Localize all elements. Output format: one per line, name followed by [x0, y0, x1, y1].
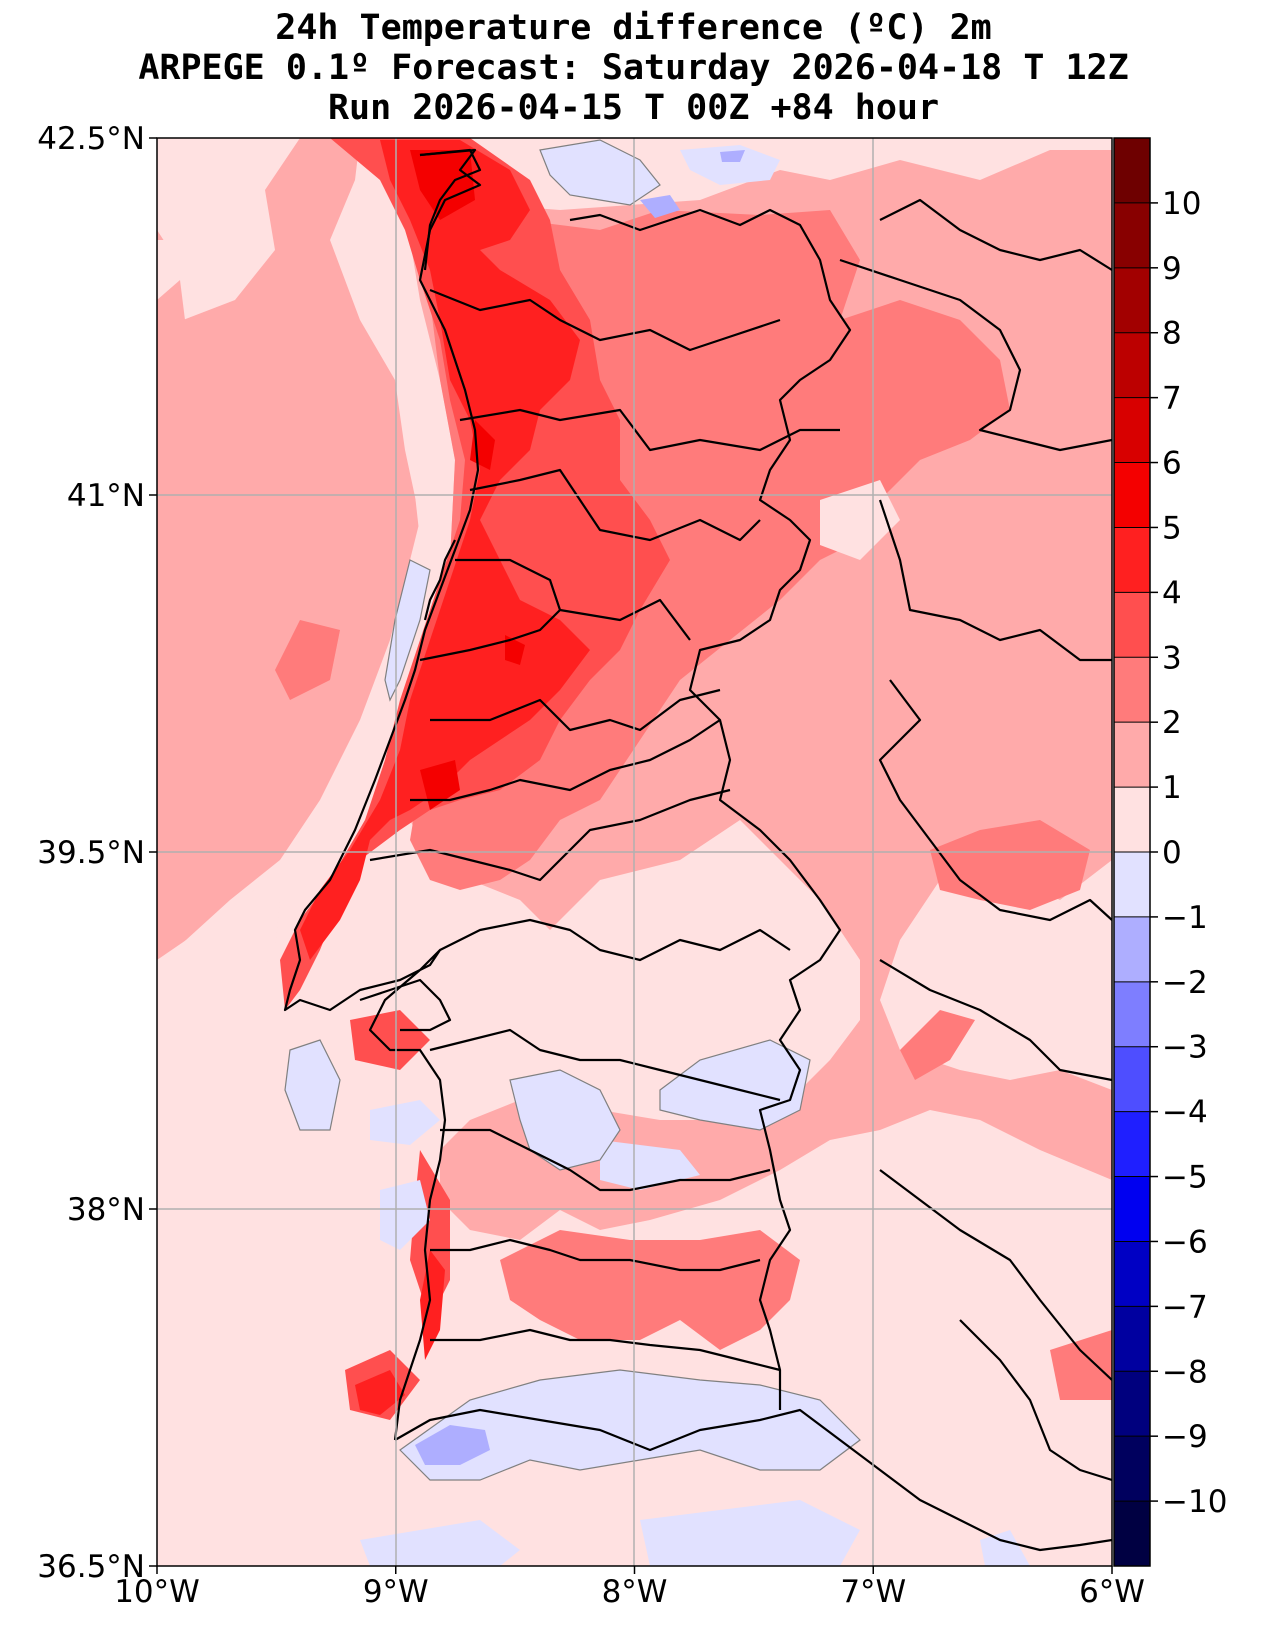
colorbar-band [1114, 1501, 1150, 1566]
contour-neg-0-1-north [540, 140, 780, 205]
colorbar-band [1114, 852, 1150, 917]
colorbar-band [1114, 332, 1150, 398]
contour-ocean-2-3-patch [275, 620, 340, 700]
lon-tick-label: 8°W [602, 1574, 668, 1610]
contour-neg-0-1-central [285, 1040, 810, 1250]
spain-internal-1 [839, 198, 1112, 1482]
coastline-and-borders [283, 148, 1112, 1552]
title-line-2: ARPEGE 0.1º Forecast: Saturday 2026-04-1… [138, 48, 1129, 88]
lon-tick-label: 10°W [114, 1574, 200, 1610]
colorbar-tick-label: −5 [1162, 1160, 1208, 1196]
algarve-coast [394, 1408, 1112, 1552]
spain-north-coast [419, 148, 482, 271]
lat-tick-label: 39.5°N [37, 835, 145, 871]
contour-ocean-1-2 [157, 138, 420, 960]
colorbar-band [1114, 981, 1150, 1047]
colorbar-band [1114, 722, 1150, 788]
lat-tick-label: 38°N [67, 1192, 145, 1228]
lat-tick-label: 42.5°N [37, 121, 145, 157]
colorbar-tick-label: 7 [1162, 381, 1182, 417]
colorbar-band [1114, 1111, 1150, 1177]
lon-tick-label: 6°W [1079, 1574, 1145, 1610]
colorbar-band [1114, 397, 1150, 463]
colorbar-tick-label: 5 [1162, 510, 1182, 546]
colorbar-tick-label: 0 [1162, 835, 1182, 871]
colorbar-band [1114, 1176, 1150, 1242]
colorbar-band [1114, 267, 1150, 333]
colorbar-tick-label: −1 [1162, 900, 1208, 936]
contour-neg-1-2-south [415, 1425, 490, 1465]
contour-east-2-3-b [900, 1010, 975, 1080]
colorbar-band [1114, 1306, 1150, 1372]
contour-neg-1-2-north [640, 150, 745, 218]
lat-tick-label: 41°N [67, 478, 145, 514]
colorbar-band [1114, 527, 1150, 593]
colorbar-band [1114, 462, 1150, 528]
colorbar-tick-label: 6 [1162, 446, 1182, 482]
colorbar-tick-label: −10 [1162, 1484, 1227, 1520]
portugal-districts [369, 288, 840, 1372]
colorbar-band [1114, 1046, 1150, 1112]
border-portugal-spain-north [569, 208, 852, 1410]
lagoon-coast [423, 539, 456, 621]
map-title: 24h Temperature difference (ºC) 2m ARPEG… [0, 8, 1267, 128]
lon-tick-label: 7°W [840, 1574, 906, 1610]
colorbar-tick-label: −8 [1162, 1354, 1208, 1390]
colorbar-band [1114, 1436, 1150, 1502]
lat-tick-label: 36.5°N [37, 1549, 145, 1585]
colorbar-tick-label: −4 [1162, 1095, 1208, 1131]
contour-core-4-5-south [355, 1250, 445, 1415]
lon-tick-label: 9°W [363, 1574, 429, 1610]
colorbar-tick-label: −3 [1162, 1030, 1208, 1066]
colorbar-band [1114, 916, 1150, 982]
contour-core-4-5 [300, 140, 590, 960]
title-line-1: 24h Temperature difference (ºC) 2m [275, 8, 992, 48]
colorbar-tick-label: 1 [1162, 770, 1182, 806]
colorbar-tick-label: −2 [1162, 965, 1208, 1001]
title-line-3: Run 2026-04-15 T 00Z +84 hour [327, 88, 940, 128]
colorbar-tick-label: 10 [1162, 186, 1201, 222]
colorbar-tick-label: 4 [1162, 575, 1182, 611]
colorbar-band [1114, 787, 1150, 852]
colorbar-band [1114, 138, 1150, 203]
colorbar-band [1114, 1371, 1150, 1437]
colorbar-tick-label: −9 [1162, 1419, 1208, 1455]
contour-ocean-0-1-patch [157, 150, 230, 260]
gridlines [157, 138, 1112, 1566]
colorbar-tick-label: 9 [1162, 251, 1182, 287]
map-axes: 42.5°N 41°N 39.5°N 38°N 36.5°N10°W 9°W 8°W 7°W 6… [37, 121, 1145, 1610]
temperature-field [157, 138, 1112, 1566]
contour-ocean-coastal-0-1 [157, 380, 450, 1050]
colorbar-tick-label: −6 [1162, 1224, 1208, 1260]
zero-contour-lines [284, 139, 861, 1481]
colorbar-tick-label: 3 [1162, 640, 1182, 676]
colorbar-band [1114, 657, 1150, 723]
contour-south-2-3 [500, 1230, 800, 1350]
colorbar-tick-label: 8 [1162, 316, 1182, 352]
colorbar-tick-label: −7 [1162, 1289, 1208, 1325]
colorbar-band [1114, 1241, 1150, 1307]
colorbar-band [1114, 592, 1150, 658]
colorbar-tick-label: 2 [1162, 705, 1182, 741]
colorbar-band [1114, 202, 1150, 268]
tagus-estuary [359, 978, 452, 1032]
portugal-west-coast [283, 148, 482, 1441]
